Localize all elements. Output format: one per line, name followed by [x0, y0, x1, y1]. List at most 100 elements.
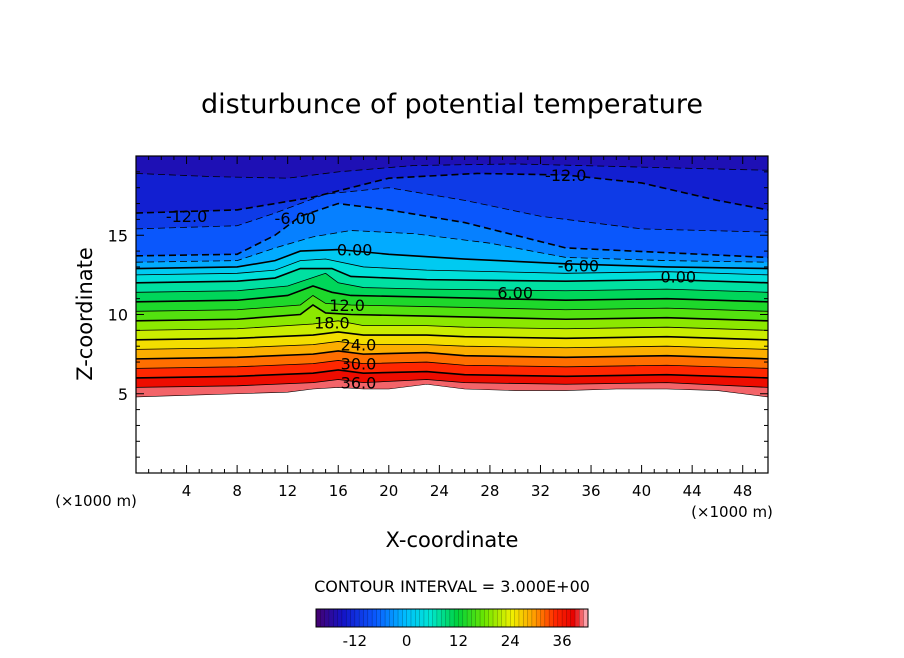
contour-line	[136, 360, 768, 369]
colorbar-cell	[406, 609, 412, 627]
x-tick-label: 32	[531, 482, 550, 500]
colorbar-cell	[505, 609, 511, 627]
y-tick-label: 15	[108, 226, 128, 245]
contour-line	[136, 320, 768, 331]
colorbar-cell	[523, 609, 529, 627]
contour-label: 12.0	[329, 296, 365, 315]
colorbar-cell	[449, 609, 455, 627]
terrain-area	[136, 383, 768, 473]
colorbar-cell	[359, 609, 364, 627]
contour-line	[136, 187, 768, 233]
colorbar-cell	[531, 609, 537, 627]
contour-line	[136, 172, 768, 214]
colorbar-cell	[436, 609, 442, 627]
colorbar-cell	[510, 609, 516, 627]
colorbar-cell	[316, 609, 321, 627]
contour-label: 0.00	[337, 241, 373, 260]
contour-lines	[136, 163, 768, 388]
colorbar-tick-label: 36	[553, 632, 572, 650]
contour-label: 30.0	[341, 355, 377, 374]
colorbar-cell	[579, 609, 585, 627]
colorbar-cell	[363, 609, 369, 627]
colorbar-tick-label: -12	[343, 632, 368, 650]
colorbar-cell	[441, 609, 447, 627]
x-tick-label: 36	[581, 482, 600, 500]
x-tick-label: 44	[683, 482, 702, 500]
colorbar-cell	[570, 609, 576, 627]
colorbar-cell	[367, 609, 373, 627]
contour-label: 24.0	[341, 336, 377, 355]
contour-line	[136, 202, 768, 259]
colorbar-cell	[402, 609, 408, 627]
contour-line	[136, 230, 768, 263]
colorbar-cell	[553, 609, 559, 627]
contour-label: -12.0	[166, 207, 207, 226]
colorbar-cell	[462, 609, 468, 627]
colorbar-cell	[385, 609, 390, 627]
plot-area: -12.0 -12.0 -6.00 0.00 -6.00 0.00 6.00 12.018.0…	[136, 156, 768, 473]
colorbar-cell	[497, 609, 503, 627]
colorbar-tick-label: 24	[501, 632, 520, 650]
contour-line	[136, 248, 768, 270]
colorbar-cell	[544, 609, 550, 627]
chart-title: disturbunce of potential temperature	[201, 89, 703, 120]
colorbar-cell	[337, 609, 343, 627]
x-tick-label: 40	[632, 482, 651, 500]
colorbar-cell	[527, 609, 533, 627]
colorbar-cell	[372, 609, 377, 627]
x-tick-label: 4	[182, 482, 192, 500]
x-tick-label: 24	[430, 482, 449, 500]
x-tick-label: 8	[232, 482, 242, 500]
colorbar-cell	[540, 609, 546, 627]
colorbar-cell	[454, 609, 459, 627]
contour-line	[136, 331, 768, 341]
x-tick-label: 48	[733, 482, 752, 500]
colorbar-tick-label: 12	[449, 632, 468, 650]
x-axis: 4 8 12 16 20 24 28 32 36 40 44 48	[148, 156, 756, 500]
colorbar-cell	[415, 609, 421, 627]
contour-line	[136, 272, 768, 293]
colorbar-cell	[475, 609, 481, 627]
colorbar-tick-label: 0	[402, 632, 412, 650]
y-tick-label: 5	[118, 385, 128, 404]
contour-line	[136, 267, 768, 284]
colorbar-cell	[484, 609, 490, 627]
y-axis-label: Z-coordinate	[73, 247, 97, 381]
colorbar-cell	[575, 609, 580, 627]
contour-line	[136, 304, 768, 322]
y-tick-label: 10	[108, 306, 128, 325]
colorbar-cell	[428, 609, 434, 627]
contour-line	[136, 350, 768, 360]
contour-label: 6.00	[497, 283, 533, 302]
colorbar-cell	[480, 609, 485, 627]
y-axis: 5 10 15	[108, 171, 768, 458]
contour-line	[136, 163, 768, 179]
colorbar-cell	[501, 609, 507, 627]
contour-line	[136, 341, 768, 350]
colorbar-cell	[341, 609, 347, 627]
contour-label: 18.0	[314, 313, 350, 332]
colorbar-cell	[536, 609, 542, 627]
colorbar-cell	[419, 609, 425, 627]
colorbar-cell	[410, 609, 416, 627]
colorbar-cell	[432, 609, 438, 627]
contour-label: -12.0	[545, 166, 586, 185]
colorbar-frame	[315, 608, 589, 628]
contour-label: 0.00	[660, 267, 696, 286]
colorbar-cell	[467, 609, 472, 627]
colorbar-cell	[346, 609, 352, 627]
colorbar-cell	[389, 609, 395, 627]
colorbar-cell	[324, 609, 330, 627]
colorbar-cell	[354, 609, 360, 627]
x-axis-label: X-coordinate	[386, 528, 519, 552]
colorbar-cell	[518, 609, 524, 627]
colorbar-cell	[333, 609, 339, 627]
contour-interval-text: CONTOUR INTERVAL = 3.000E+00	[314, 577, 590, 596]
colorbar-cell	[557, 609, 563, 627]
colorbar-cell	[380, 609, 386, 627]
contour-line	[136, 369, 768, 379]
colorbar-cell	[458, 609, 464, 627]
x-tick-label: 12	[278, 482, 297, 500]
colorbar-cell	[423, 609, 429, 627]
